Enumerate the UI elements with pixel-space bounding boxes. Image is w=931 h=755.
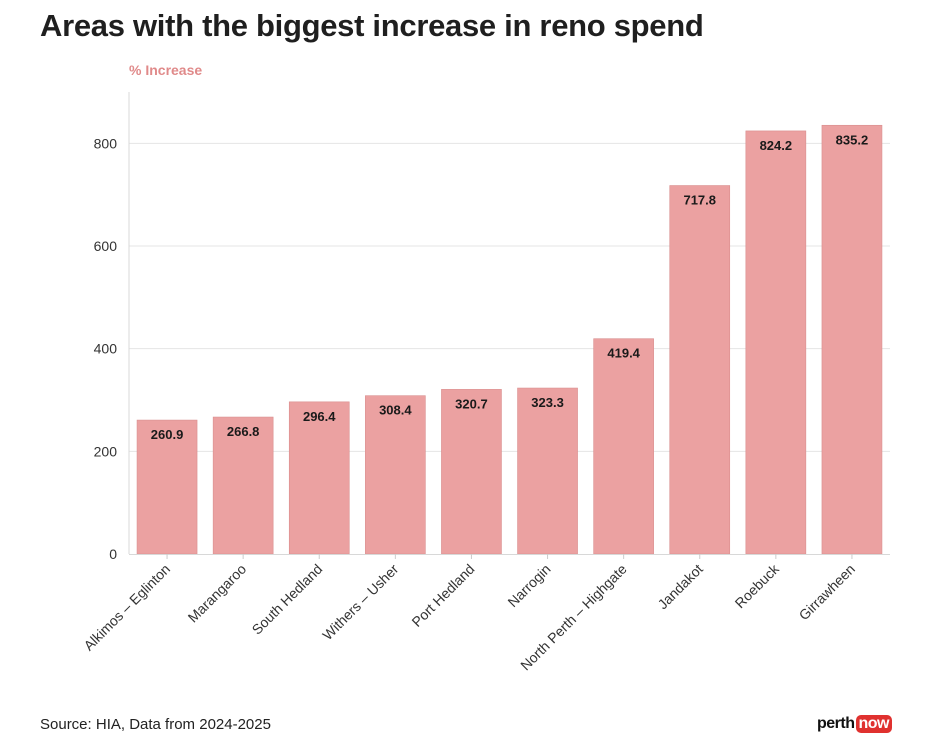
x-tick-label: Girrawheen bbox=[796, 561, 858, 623]
x-tick-label: Narrogin bbox=[504, 561, 553, 610]
bar-chart: 260.9 266.8 296.4 308.4 320.7 323.3 419.4 717.8… bbox=[80, 92, 890, 673]
data-label: 260.9 bbox=[151, 427, 184, 442]
source-note: Source: HIA, Data from 2024-2025 bbox=[40, 716, 271, 733]
data-label: 266.8 bbox=[227, 424, 260, 439]
y-axis-label: % Increase bbox=[129, 62, 203, 78]
x-tick-label: Port Hedland bbox=[408, 561, 477, 630]
data-label: 824.2 bbox=[760, 138, 793, 153]
bar bbox=[821, 124, 883, 555]
x-tick-label: Marangaroo bbox=[185, 561, 250, 626]
bar bbox=[517, 387, 578, 555]
logo-text-now: now bbox=[855, 715, 892, 733]
value-labels: 260.9 266.8 296.4 308.4 320.7 323.3 419.4 717.8… bbox=[151, 132, 868, 442]
y-tick-label: 200 bbox=[94, 443, 118, 459]
bar bbox=[669, 185, 731, 555]
bar bbox=[136, 419, 198, 555]
bar bbox=[365, 395, 426, 555]
bar bbox=[593, 338, 654, 555]
x-tick-label: Withers – Usher bbox=[319, 561, 402, 644]
data-label: 323.3 bbox=[531, 395, 564, 410]
data-label: 717.8 bbox=[683, 193, 716, 208]
y-tick-label: 800 bbox=[94, 135, 118, 151]
chart-title: Areas with the biggest increase in reno … bbox=[40, 8, 704, 43]
x-tick-label: Jandakot bbox=[654, 561, 706, 613]
bars bbox=[136, 124, 883, 555]
x-tick-label: Roebuck bbox=[732, 560, 783, 611]
perthnow-logo: perth now bbox=[817, 715, 892, 733]
y-tick-label: 400 bbox=[94, 341, 118, 357]
data-label: 320.7 bbox=[455, 396, 488, 411]
data-label: 835.2 bbox=[836, 132, 869, 147]
bar bbox=[441, 389, 502, 555]
data-label: 419.4 bbox=[607, 346, 640, 361]
logo-text-perth: perth bbox=[817, 715, 855, 732]
y-tick-label: 600 bbox=[94, 238, 118, 254]
y-tick-label: 0 bbox=[109, 546, 117, 562]
bar bbox=[212, 416, 274, 555]
bar bbox=[288, 401, 350, 555]
x-tick-label: South Hedland bbox=[249, 561, 326, 638]
data-label: 296.4 bbox=[303, 409, 336, 424]
bar bbox=[745, 130, 807, 555]
x-tick-label: Alkimos – Eglinton bbox=[80, 561, 173, 654]
data-label: 308.4 bbox=[379, 403, 412, 418]
